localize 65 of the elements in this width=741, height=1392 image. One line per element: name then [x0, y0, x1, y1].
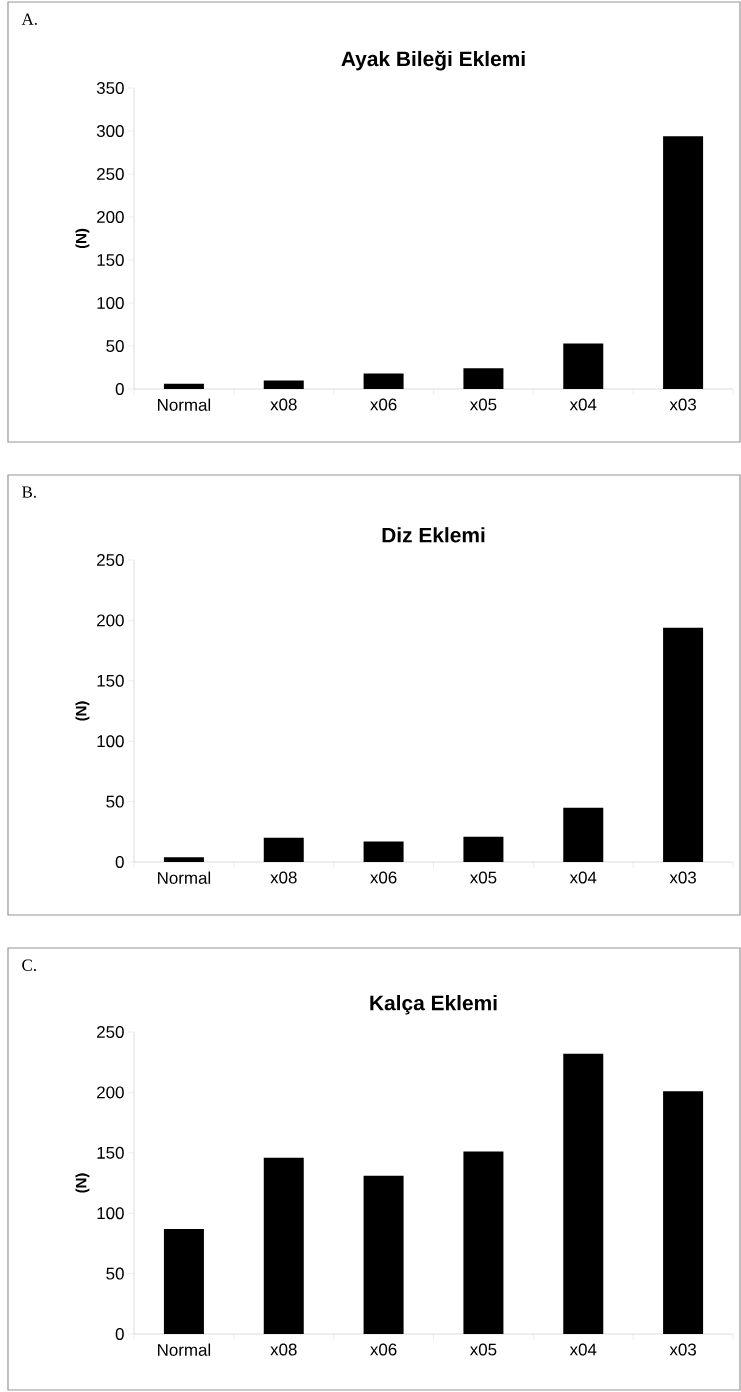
x-tick-label: Normal [158, 1343, 211, 1356]
y-axis-title: (N) [75, 228, 90, 249]
y-tick-label: 200 [97, 1086, 124, 1099]
y-tick-label: 250 [97, 553, 124, 566]
bar [663, 627, 704, 862]
chart-title: Ayak Bileği Eklemi [341, 50, 525, 71]
x-tick-label: x08 [270, 871, 297, 884]
chart-title: Diz Eklemi [382, 527, 485, 543]
y-tick-label: 0 [115, 1328, 124, 1340]
x-tick-label: x04 [569, 1343, 597, 1356]
y-axis-title: (N) [75, 1173, 90, 1193]
bar [563, 343, 604, 389]
y-tick-label: 350 [96, 81, 124, 94]
x-tick-label: x05 [469, 398, 497, 411]
bar [163, 383, 204, 389]
bar [363, 841, 404, 862]
bar [363, 373, 404, 389]
y-tick-label: 50 [106, 339, 124, 352]
bar [263, 837, 304, 862]
x-tick-label: x06 [370, 398, 397, 411]
bar [563, 1053, 604, 1334]
x-tick-label: x05 [469, 1343, 497, 1356]
x-tick-label: x08 [270, 1343, 297, 1356]
y-tick-label: 200 [97, 614, 124, 627]
y-tick-label: 150 [97, 253, 124, 266]
y-tick-label: 150 [97, 674, 124, 687]
y-tick-label: 0 [115, 856, 124, 868]
x-tick-label: x04 [569, 871, 597, 884]
y-tick-label: 100 [97, 1207, 124, 1220]
y-axis-title: (N) [75, 701, 90, 721]
y-tick-label: 200 [97, 210, 124, 223]
y-tick-label: 100 [97, 296, 124, 309]
bar [463, 836, 504, 862]
bar [263, 1157, 304, 1334]
x-tick-label: x06 [370, 1343, 397, 1356]
bar [563, 807, 604, 862]
x-tick-label: Normal [158, 398, 211, 411]
chart-title: Kalça Eklemi [370, 995, 497, 1015]
y-tick-label: 50 [106, 1267, 124, 1280]
bar [463, 368, 504, 389]
x-tick-label: x03 [669, 871, 696, 884]
bar [363, 1175, 404, 1334]
x-tick-label: x03 [669, 398, 696, 411]
text: B. [22, 486, 36, 498]
bar [163, 857, 204, 862]
y-tick-label: 250 [97, 1026, 124, 1038]
x-tick-label: x06 [370, 871, 397, 884]
bar [263, 380, 304, 389]
x-tick-label: x03 [669, 1343, 696, 1356]
x-tick-label: x08 [270, 398, 297, 411]
y-tick-label: 250 [97, 167, 124, 180]
y-tick-label: 150 [97, 1146, 124, 1159]
bar [463, 1151, 504, 1334]
bar [663, 1091, 704, 1334]
y-tick-label: 0 [115, 382, 124, 395]
bar [663, 136, 704, 389]
y-tick-label: 300 [96, 124, 124, 137]
bar [163, 1228, 204, 1334]
text: C. [22, 959, 36, 971]
y-tick-label: 100 [97, 735, 124, 748]
x-tick-label: x04 [569, 398, 597, 411]
text: A. [21, 13, 37, 25]
y-tick-label: 50 [106, 795, 124, 808]
x-tick-label: x05 [469, 871, 497, 884]
x-tick-label: Normal [158, 871, 211, 884]
